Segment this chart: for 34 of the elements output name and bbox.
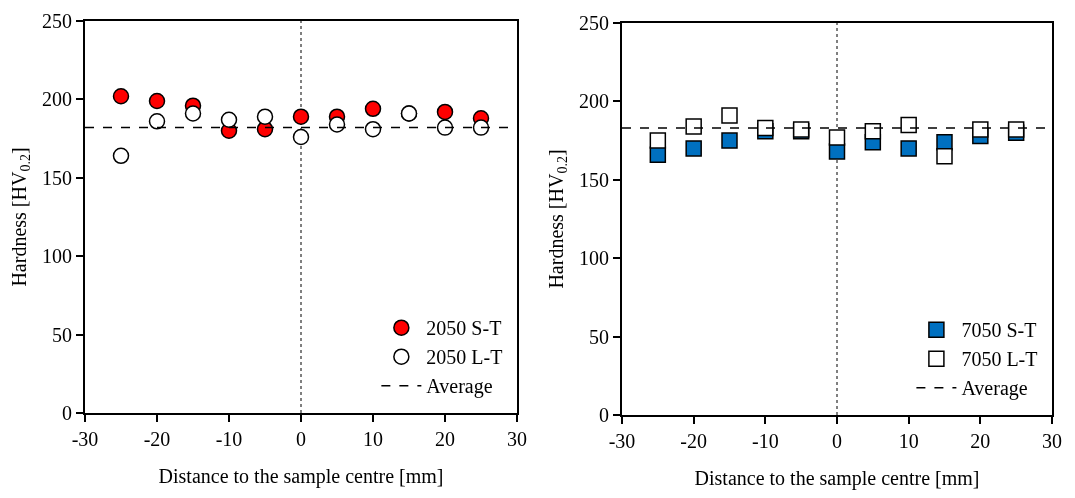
x-axis-title: Distance to the sample centre [mm] xyxy=(158,465,444,488)
x-tick-label: 10 xyxy=(363,428,383,450)
y-tick-label: 200 xyxy=(42,88,72,111)
x-tick-label: 20 xyxy=(970,430,991,452)
x-tick-label: -20 xyxy=(143,428,171,450)
x-tick-label: 20 xyxy=(435,428,455,450)
x-tick-label: 0 xyxy=(296,428,306,450)
y-tick-label: 150 xyxy=(42,166,72,189)
y-tick-label: 0 xyxy=(599,404,609,426)
x-tick-label: 30 xyxy=(507,428,527,450)
legend-label: Average xyxy=(961,377,1028,401)
x-tick-label: -10 xyxy=(215,428,243,450)
x-tick-label: -30 xyxy=(71,428,99,450)
legend-label: Average xyxy=(426,375,493,399)
y-tick-label: 250 xyxy=(42,10,72,32)
x-tick-label: 10 xyxy=(898,430,919,452)
x-axis-title: Distance to the sample centre [mm] xyxy=(694,467,980,490)
x-tick-label: -30 xyxy=(608,430,636,452)
y-tick-label: 0 xyxy=(62,402,72,424)
y-tick-label: 100 xyxy=(579,247,609,270)
legend-label: 2050 S-T xyxy=(426,317,502,340)
x-tick-label: 30 xyxy=(1042,430,1062,452)
legend-label: 2050 L-T xyxy=(426,346,503,369)
y-tick-label: 150 xyxy=(579,168,609,191)
x-tick-label: -10 xyxy=(751,430,779,452)
y-tick-label: 250 xyxy=(579,12,609,34)
legend-label: 7050 L-T xyxy=(961,348,1038,371)
x-tick-label: 0 xyxy=(832,430,842,452)
y-tick-label: 100 xyxy=(42,245,72,268)
y-tick-label: 50 xyxy=(52,323,72,346)
x-tick-label: -20 xyxy=(680,430,708,452)
y-tick-label: 200 xyxy=(579,90,609,113)
legend-label: 7050 S-T xyxy=(961,319,1037,342)
y-tick-label: 50 xyxy=(589,325,609,348)
